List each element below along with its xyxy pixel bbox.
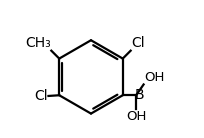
Text: Cl: Cl xyxy=(34,89,48,103)
Text: Cl: Cl xyxy=(130,36,144,50)
Text: CH₃: CH₃ xyxy=(25,36,51,50)
Text: B: B xyxy=(134,88,143,102)
Text: OH: OH xyxy=(143,71,164,84)
Text: OH: OH xyxy=(125,110,146,123)
